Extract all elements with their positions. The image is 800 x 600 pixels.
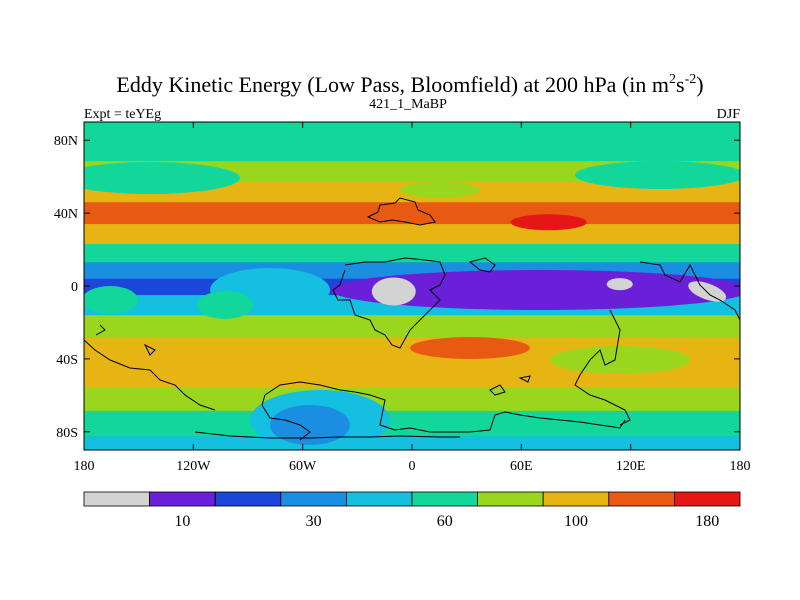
colorbar-swatch	[477, 491, 544, 507]
y-tick-label: 40N	[54, 207, 78, 222]
subtitle-center: 421_1_MaBP	[369, 97, 447, 112]
subtitle-right: DJF	[717, 107, 741, 122]
y-tick-label: 80S	[56, 426, 78, 441]
band-lat--90	[84, 436, 740, 450]
band-lat-40	[84, 202, 740, 225]
x-tick-label: 120E	[616, 459, 646, 474]
x-tick-label: 60W	[289, 459, 317, 474]
colorbar-labels: 10 30 60 100 180	[174, 513, 719, 530]
colorbar-label: 10	[174, 513, 190, 530]
band-lat-28	[84, 224, 740, 245]
band-lat-75	[84, 135, 740, 162]
band-lat-90	[84, 122, 740, 137]
band-lat-18	[84, 244, 740, 263]
colorbar-swatch	[280, 491, 347, 507]
y-axis: 80N 40N 0 40S 80S	[54, 134, 740, 441]
antarctic-blue	[270, 405, 350, 445]
colorbar-label: 60	[437, 513, 453, 530]
colorbar-swatch	[674, 491, 741, 507]
y-tick-label: 80N	[54, 134, 78, 149]
tropical-minimum-indian-ocean	[606, 278, 633, 291]
colorbar-swatch	[608, 491, 675, 507]
colorbar	[83, 491, 741, 507]
north-pacific-green	[575, 161, 740, 189]
map-panel	[84, 122, 740, 450]
band-lat-62	[84, 161, 740, 183]
x-tick-label: 120W	[176, 459, 211, 474]
colorbar-label: 30	[306, 513, 322, 530]
south-pacific-green	[550, 346, 690, 374]
colorbar-swatch	[149, 491, 216, 507]
jet-maximum-asia	[510, 214, 587, 231]
subtitle-left: Expt = teYEg	[84, 107, 161, 122]
band-lat--75	[84, 410, 740, 437]
band-lat--62	[84, 388, 740, 412]
x-tick-label: 0	[409, 459, 416, 474]
asia-green-patch	[400, 182, 480, 198]
equatorial-purple-core	[330, 270, 740, 310]
regional-features	[84, 161, 740, 450]
x-tick-label: 60E	[510, 459, 533, 474]
south-indian-orange	[410, 337, 530, 359]
colorbar-swatch	[542, 491, 610, 507]
tropical-minimum-africa	[371, 277, 416, 306]
colorbar-label: 100	[564, 513, 588, 530]
colorbar-swatch	[345, 491, 413, 507]
coastlines	[84, 197, 740, 441]
tropical-minimum-west-pacific	[688, 281, 727, 302]
y-tick-label: 0	[71, 280, 78, 295]
colorbar-label: 180	[695, 513, 719, 530]
colorbar-swatch	[83, 491, 150, 507]
north-atlantic-green	[84, 162, 240, 194]
x-axis: 180 120W 60W 0 60E 120E 180	[74, 122, 751, 474]
band-lat--22	[84, 315, 740, 339]
x-tick-label: 180	[730, 459, 751, 474]
x-tick-label: 180	[74, 459, 95, 474]
east-pacific-green-2	[197, 291, 253, 319]
y-tick-label: 40S	[56, 353, 78, 368]
chart-title: Eddy Kinetic Energy (Low Pass, Bloomfiel…	[116, 72, 703, 97]
colorbar-swatch	[214, 491, 282, 507]
east-pacific-green-1	[84, 286, 138, 314]
colorbar-swatch	[411, 491, 478, 507]
